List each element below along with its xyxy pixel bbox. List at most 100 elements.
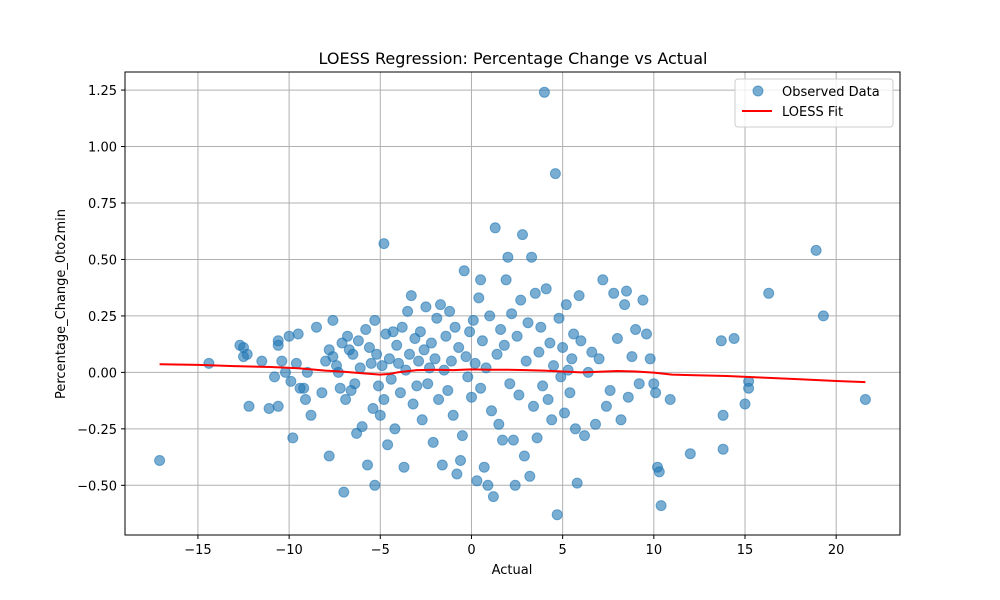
data-point (504, 378, 516, 390)
data-point (471, 475, 483, 487)
data-point (524, 470, 536, 482)
data-point (455, 455, 466, 466)
data-point (475, 274, 487, 286)
data-point (398, 461, 410, 473)
data-point (340, 394, 352, 405)
x-axis-label: Actual (492, 563, 533, 578)
x-tick-label: 20 (828, 543, 845, 558)
y-tick-label: −0.25 (77, 423, 117, 438)
data-point (362, 459, 373, 471)
data-point (420, 301, 432, 313)
data-point (385, 373, 397, 385)
data-point (630, 324, 642, 335)
data-point (520, 355, 532, 367)
data-point (466, 391, 477, 403)
data-point (586, 346, 598, 358)
data-point (316, 387, 328, 399)
data-point (535, 321, 547, 333)
data-point (537, 380, 549, 392)
data-point (540, 283, 552, 295)
data-point (515, 294, 527, 306)
data-point (648, 378, 660, 390)
data-point (564, 387, 576, 399)
data-point (442, 385, 454, 396)
data-point (418, 344, 430, 356)
data-point (460, 351, 472, 363)
data-point (619, 299, 631, 311)
data-point (447, 409, 459, 421)
data-point (449, 321, 461, 333)
data-point (451, 468, 463, 480)
data-point (509, 479, 521, 491)
data-point (369, 479, 381, 491)
data-point (507, 434, 519, 446)
data-point (436, 459, 448, 471)
data-point (664, 394, 676, 405)
data-point (528, 400, 539, 412)
data-point (549, 168, 561, 180)
data-point (413, 355, 425, 367)
data-point (622, 391, 634, 403)
data-point (569, 423, 581, 435)
data-point (349, 378, 361, 390)
data-point (243, 400, 255, 412)
x-tick-label: −5 (371, 543, 390, 558)
data-point (462, 371, 474, 383)
data-point (817, 310, 829, 322)
grid-lines (125, 72, 900, 535)
legend-marker-observed (752, 85, 764, 97)
data-point (518, 450, 530, 462)
data-point (600, 400, 612, 412)
data-point (427, 436, 439, 448)
data-point (429, 353, 441, 365)
data-point (626, 351, 638, 363)
data-point (859, 394, 871, 405)
data-point (356, 421, 368, 433)
data-point (553, 312, 565, 324)
data-point (298, 382, 310, 394)
data-point (571, 477, 583, 489)
data-point (433, 394, 445, 405)
data-point (203, 357, 215, 369)
data-point (491, 348, 503, 360)
data-point (290, 357, 302, 369)
data-point (327, 314, 339, 326)
data-point (458, 265, 470, 277)
data-point (562, 364, 574, 376)
y-axis-label: Percentage_Change_0to2min (54, 209, 69, 399)
data-point (404, 348, 415, 360)
data-point (440, 330, 452, 342)
data-point (445, 355, 457, 367)
data-point (531, 432, 543, 444)
data-point (529, 287, 541, 299)
data-point (593, 353, 605, 365)
data-point (478, 461, 490, 473)
legend: Observed Data LOESS Fit (734, 78, 894, 128)
data-point (604, 385, 616, 396)
x-tick-label: −15 (184, 543, 211, 558)
data-point (256, 355, 268, 367)
data-point (305, 409, 317, 421)
loess-fit-line (159, 363, 866, 384)
plot-frame (124, 71, 901, 536)
data-point (739, 398, 751, 410)
data-point (548, 360, 559, 372)
data-point (497, 434, 508, 446)
data-point (287, 432, 299, 444)
data-point (464, 326, 476, 338)
data-point (538, 86, 550, 98)
data-point (637, 294, 649, 306)
data-point (511, 330, 523, 342)
data-point (684, 448, 696, 460)
data-point (480, 362, 492, 374)
data-point (486, 405, 497, 417)
x-tick-label: 15 (737, 543, 754, 558)
data-point (424, 362, 435, 374)
data-point (469, 357, 481, 369)
data-point (590, 418, 601, 430)
data-point (323, 450, 335, 462)
y-tick-label: 0.75 (88, 197, 117, 212)
data-point (633, 378, 645, 390)
data-point (456, 430, 468, 442)
